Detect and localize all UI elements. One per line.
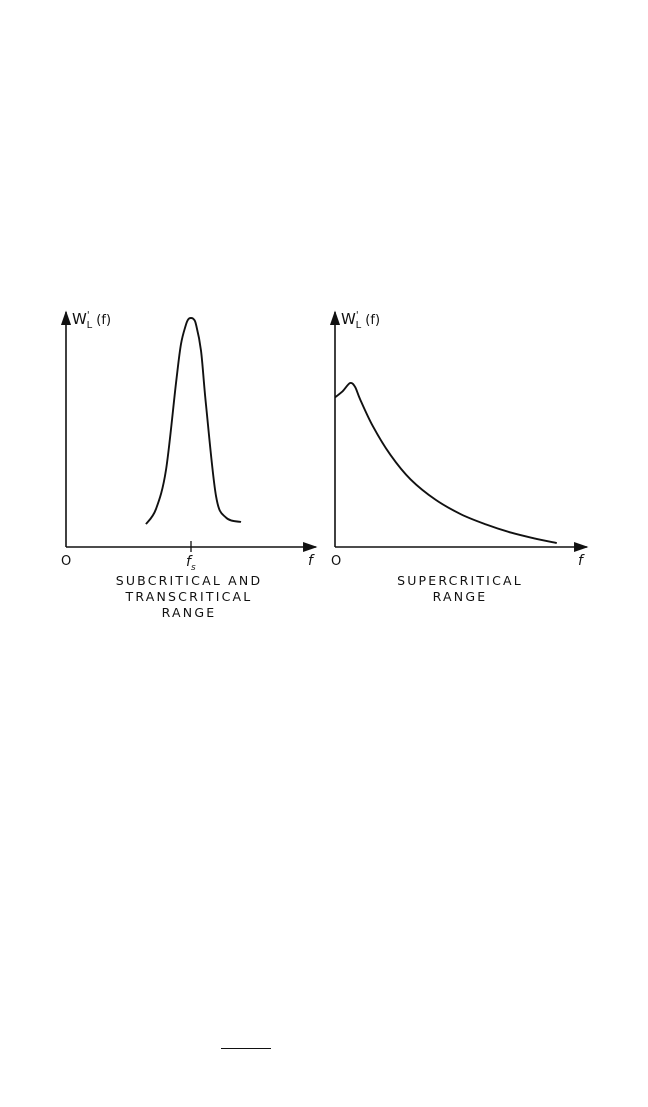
right-y-axis-label: W' L (f) (341, 310, 380, 331)
left-caption-line-2: TRANSCRITICAL (125, 589, 253, 604)
left-y-axis-label: W' L (f) (72, 310, 111, 331)
right-caption-line-1: SUPERCRITICAL (397, 573, 523, 588)
left-x-tick-label: fs (186, 554, 196, 573)
footnote-rule (221, 1048, 271, 1049)
left-chart: W' L (f) O f fs SUBCRITICAL AND TRANSCRIT… (60, 310, 318, 620)
right-chart: W' L (f) O f SUPERCRITICAL RANGE (329, 310, 589, 604)
right-x-axis-label: f (578, 553, 585, 569)
left-caption-line-3: RANGE (162, 605, 217, 620)
right-series-line (334, 381, 557, 544)
right-origin-label: O (331, 554, 341, 569)
right-caption-line-2: RANGE (433, 589, 488, 604)
left-origin-label: O (61, 554, 71, 569)
left-x-axis-label: f (308, 553, 315, 569)
left-series-line (145, 317, 242, 525)
left-caption-line-1: SUBCRITICAL AND (116, 573, 263, 588)
